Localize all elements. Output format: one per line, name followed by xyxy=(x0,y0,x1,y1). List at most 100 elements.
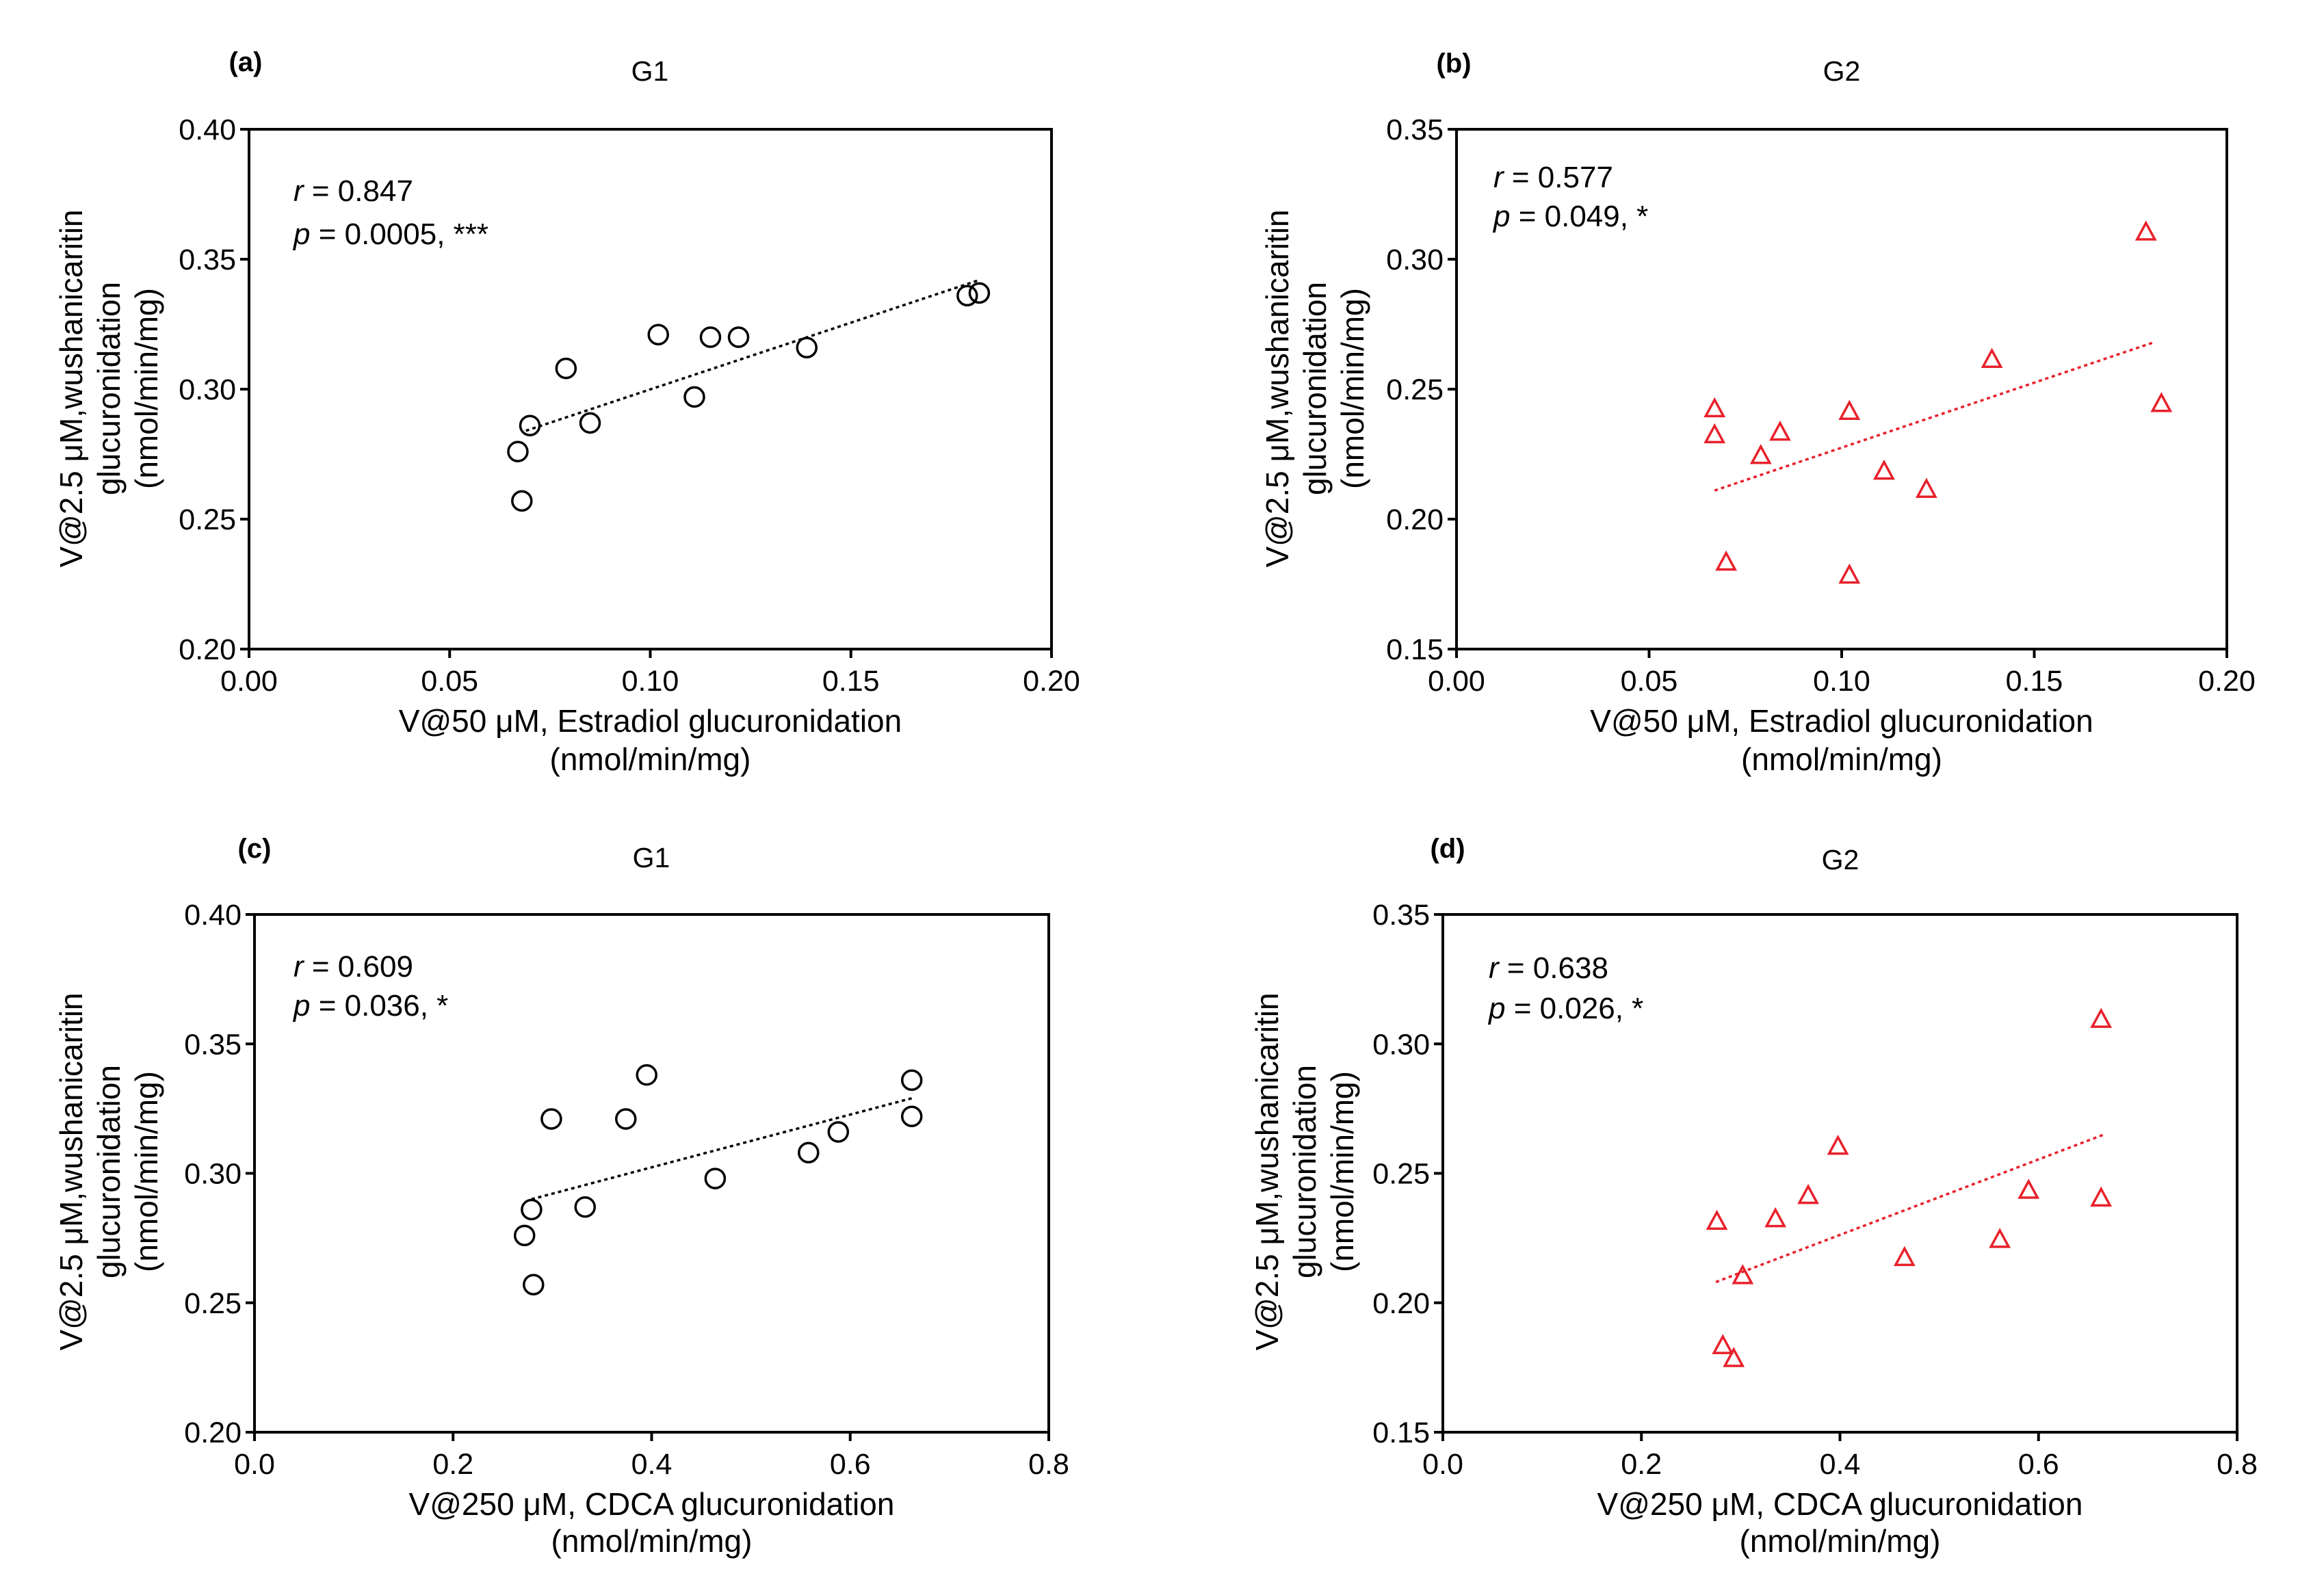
data-point xyxy=(900,1105,923,1127)
stat-symbol: r xyxy=(1493,161,1505,194)
stat-annotation: p = 0.049, * xyxy=(1492,200,1648,233)
chart-title: G1 xyxy=(633,842,670,873)
y-tick-label: 0.20 xyxy=(184,1416,241,1449)
data-point xyxy=(2090,1007,2113,1028)
data-point xyxy=(1989,1228,2011,1248)
data-point xyxy=(507,440,529,462)
y-tick-label: 0.30 xyxy=(1372,1028,1430,1061)
stat-value: = 0.049, * xyxy=(1510,200,1648,233)
y-tick-label: 0.15 xyxy=(1386,633,1444,666)
data-point xyxy=(1797,1183,1819,1204)
x-tick-label: 0.15 xyxy=(2006,665,2063,698)
stat-value: = 0.577 xyxy=(1504,161,1613,194)
trend-line xyxy=(525,278,980,432)
x-tick-label: 0.00 xyxy=(220,665,278,698)
plot-frame xyxy=(1455,128,2228,650)
x-tick-label: 0.0 xyxy=(234,1448,275,1481)
data-point xyxy=(513,1224,536,1247)
data-point xyxy=(1712,1334,1734,1354)
y-axis-label: (nmol/min/mg) xyxy=(1335,288,1370,489)
x-axis-label: V@50 μM, Estradiol glucuronidation xyxy=(1590,703,2093,739)
data-point xyxy=(2134,220,2157,241)
data-point xyxy=(1827,1134,1849,1155)
x-axis-label: (nmol/min/mg) xyxy=(1741,741,1942,777)
data-point xyxy=(1872,459,1895,480)
stat-symbol: r xyxy=(1489,951,1500,985)
y-tick-label: 0.20 xyxy=(1386,503,1444,536)
stat-value: = 0.609 xyxy=(304,950,413,984)
stat-symbol: p xyxy=(292,989,310,1023)
data-point xyxy=(579,412,601,434)
x-tick-label: 0.10 xyxy=(1813,665,1870,698)
y-tick-label: 0.40 xyxy=(179,114,236,146)
y-tick-label: 0.20 xyxy=(1372,1287,1430,1320)
plot-frame xyxy=(1441,913,2238,1434)
panel-a: (a) G1 0.00 0.05 0.10 0.15 0.20 0.20 0.25 0.30 0.3… xyxy=(53,47,1080,777)
y-axis-label: glucuronidation xyxy=(91,282,127,495)
data-point xyxy=(956,285,978,306)
stat-annotation: r = 0.577 xyxy=(1493,161,1613,194)
data-point xyxy=(1981,347,2003,368)
data-point xyxy=(727,326,750,348)
x-tick-label: 0.8 xyxy=(1028,1448,1069,1481)
data-point xyxy=(900,1069,923,1091)
data-point xyxy=(636,1064,657,1086)
data-point xyxy=(2150,392,2173,412)
data-point xyxy=(699,326,722,348)
data-point xyxy=(2090,1186,2113,1207)
data-point xyxy=(1703,423,1726,444)
chart-title: G2 xyxy=(1822,844,1859,875)
x-tick-label: 0.6 xyxy=(2018,1448,2059,1481)
data-point xyxy=(615,1108,637,1130)
x-tick-label: 0.05 xyxy=(421,665,478,698)
data-point xyxy=(1723,1347,1745,1367)
data-point xyxy=(519,414,541,436)
y-axis-label: V@2.5 μM,wushanicaritin xyxy=(53,992,89,1350)
y-axis-label: V@2.5 μM,wushanicaritin xyxy=(1259,209,1295,567)
panel-label: (a) xyxy=(229,47,263,77)
data-point xyxy=(1703,397,1726,418)
y-axis-label: V@2.5 μM,wushanicaritin xyxy=(1249,992,1285,1350)
data-point xyxy=(1838,399,1861,420)
data-point xyxy=(1893,1245,1916,1267)
data-point xyxy=(521,1198,543,1221)
trend-line xyxy=(1714,341,2154,492)
plot-frame xyxy=(248,128,1053,650)
x-axis-label: V@50 μM, Estradiol glucuronidation xyxy=(399,703,902,739)
y-axis-label: (nmol/min/mg) xyxy=(1324,1071,1360,1272)
panel-label: (c) xyxy=(238,834,272,864)
y-tick-label: 0.20 xyxy=(179,633,236,666)
chart-title: G1 xyxy=(631,55,669,87)
data-point xyxy=(1768,420,1791,441)
data-point xyxy=(1706,1209,1728,1230)
x-axis-label: V@250 μM, CDCA glucuronidation xyxy=(409,1486,895,1522)
data-point xyxy=(827,1121,850,1143)
x-axis-label: (nmol/min/mg) xyxy=(1740,1523,1941,1559)
stat-value: = 0.0005, *** xyxy=(310,217,488,251)
y-tick-label: 0.40 xyxy=(184,899,241,932)
y-tick-label: 0.35 xyxy=(184,1028,241,1061)
x-tick-label: 0.05 xyxy=(1621,665,1678,698)
x-tick-label: 0.8 xyxy=(2217,1448,2258,1481)
panel-b: (b) G2 0.00 0.05 0.10 0.15 0.20 0.15 0.20 0.25 0.3… xyxy=(1259,49,2256,777)
trend-line xyxy=(1715,1133,2105,1284)
x-axis-label: (nmol/min/mg) xyxy=(550,741,751,777)
data-point xyxy=(1915,477,1937,498)
data-point xyxy=(1732,1264,1754,1284)
data-point xyxy=(683,386,705,408)
x-tick-label: 0.4 xyxy=(1820,1448,1861,1481)
data-point xyxy=(798,1142,820,1163)
x-tick-label: 0.20 xyxy=(1023,665,1080,698)
x-tick-label: 0.4 xyxy=(631,1448,673,1481)
stat-annotation: p = 0.036, * xyxy=(292,989,448,1023)
y-tick-label: 0.30 xyxy=(1386,243,1444,276)
panel-label: (d) xyxy=(1430,834,1465,864)
chart-title: G2 xyxy=(1823,55,1861,87)
data-point xyxy=(1715,550,1738,571)
data-point xyxy=(1764,1207,1787,1228)
data-point xyxy=(523,1274,545,1296)
data-point xyxy=(704,1168,727,1189)
data-point xyxy=(574,1196,597,1218)
x-tick-label: 0.15 xyxy=(822,665,880,698)
y-tick-label: 0.35 xyxy=(1386,114,1444,146)
